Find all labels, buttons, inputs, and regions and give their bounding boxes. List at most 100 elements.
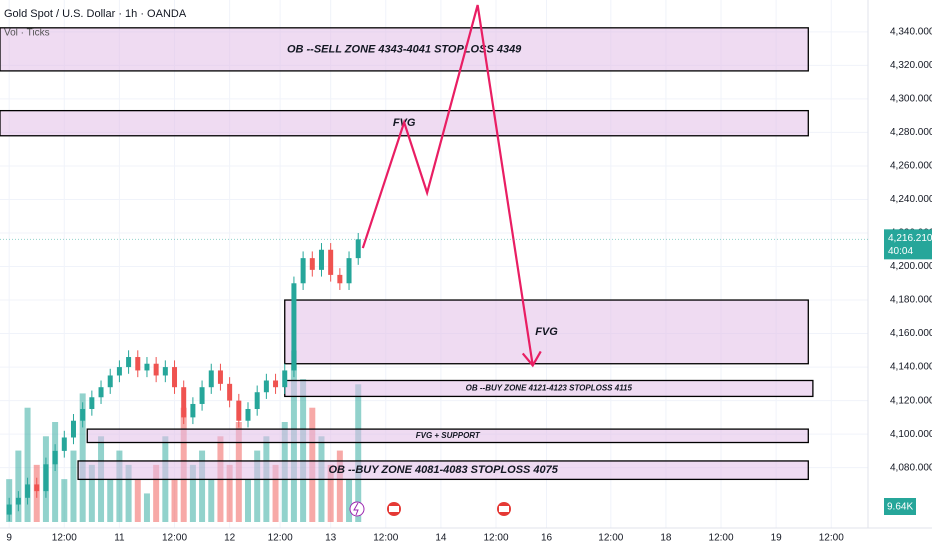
x-tick-label: 14 (435, 533, 447, 544)
zone-label: OB --BUY ZONE 4121-4123 STOPLOSS 4115 (466, 384, 633, 393)
x-tick-label: 12:00 (598, 533, 623, 544)
candle-body (309, 258, 315, 270)
zone-box (86, 428, 809, 444)
chart-title: Gold Spot / U.S. Dollar · 1h · OANDA (4, 8, 187, 20)
volume-bar (153, 464, 160, 522)
candle-body (70, 420, 76, 438)
volume-bar (300, 379, 307, 522)
candle-body (34, 484, 40, 492)
volume-bar (88, 464, 95, 522)
volume-bar (346, 479, 353, 522)
x-tick-label: 12:00 (162, 533, 187, 544)
zone-label: OB --BUY ZONE 4081-4083 STOPLOSS 4075 (328, 464, 558, 476)
volume-bar (208, 479, 215, 522)
volume-bar (254, 450, 261, 522)
volume-bar (15, 450, 22, 522)
x-tick-label: 13 (325, 533, 337, 544)
x-tick-label: 12:00 (709, 533, 734, 544)
volume-bar (336, 450, 343, 522)
y-tick-label: 4,260.000 (890, 161, 932, 172)
candle-body (254, 392, 260, 409)
volume-last-box (884, 498, 916, 515)
candle-body (318, 249, 324, 270)
projection-path (361, 4, 534, 366)
zone-box (77, 460, 809, 481)
candle-body (172, 367, 178, 388)
volume-bar (125, 464, 132, 522)
y-tick-label: 4,080.000 (890, 462, 932, 473)
volume-bar (52, 422, 59, 522)
volume-bar (79, 393, 86, 522)
candle-body (355, 239, 361, 259)
volume-bar (134, 479, 141, 522)
x-tick-label: 12:00 (483, 533, 508, 544)
volume-bar (327, 464, 334, 522)
volume-bar (61, 479, 68, 522)
event-icons (349, 501, 511, 517)
candle-body (144, 363, 150, 371)
y-tick-label: 4,160.000 (890, 328, 932, 339)
x-tick-label: 12:00 (819, 533, 844, 544)
candle-body (263, 380, 269, 393)
candle-body (291, 283, 297, 371)
candle-body (300, 258, 306, 284)
candle-body (190, 403, 196, 418)
projection-arrowhead (521, 350, 542, 368)
candle-body (25, 484, 31, 498)
candle-body (282, 370, 288, 388)
candle-body (199, 387, 205, 404)
volume-bar (107, 479, 114, 522)
x-tick-label: 16 (541, 533, 553, 544)
candle-body (116, 367, 122, 376)
x-tick-label: 12:00 (268, 533, 293, 544)
zone-label: OB --SELL ZONE 4343-4041 STOPLOSS 4349 (287, 43, 522, 55)
volume-bar (116, 450, 123, 522)
x-tick-label: 18 (660, 533, 672, 544)
candle-body (245, 408, 251, 421)
volume-bar (245, 479, 251, 522)
volume-bar (226, 464, 233, 522)
countdown-label: 40:04 (888, 246, 913, 257)
volume-bar (24, 407, 31, 522)
zone-box (284, 299, 809, 365)
volume-bar (355, 384, 362, 522)
candle-body (6, 504, 12, 515)
candle-body (107, 375, 113, 388)
zone-label: FVG + SUPPORT (416, 431, 481, 440)
candle-body (328, 249, 334, 275)
last-price-label: 4,216.210 (888, 233, 932, 244)
x-tick-label: 12 (224, 533, 236, 544)
y-tick-label: 4,340.000 (890, 26, 932, 37)
y-tick-label: 4,100.000 (890, 429, 932, 440)
last-price-box (884, 229, 932, 260)
x-tick-label: 11 (114, 533, 125, 544)
volume-bar (189, 464, 196, 522)
zone-box (0, 27, 809, 72)
y-tick-label: 4,320.000 (890, 60, 932, 71)
candle-body (80, 408, 86, 421)
candle-body (89, 397, 95, 409)
zone-label: FVG (535, 326, 558, 338)
y-tick-label: 4,240.000 (890, 194, 932, 205)
candle-body (227, 383, 233, 401)
y-tick-label: 4,280.000 (890, 127, 932, 138)
candle-body (43, 464, 49, 492)
volume-bar (272, 464, 279, 522)
candle-body (153, 363, 159, 376)
y-tick-label: 4,140.000 (890, 362, 932, 373)
candle-body (135, 357, 141, 371)
x-tick-label: 9 (6, 533, 12, 544)
candle-body (162, 367, 168, 376)
x-tick-label: 12:00 (373, 533, 398, 544)
candle-body (208, 370, 214, 388)
x-tick-label: 19 (771, 533, 783, 544)
candle-body (346, 258, 352, 284)
y-tick-label: 4,300.000 (890, 94, 932, 105)
volume-bar (171, 479, 178, 522)
x-tick-label: 12:00 (52, 533, 77, 544)
candle-body (98, 387, 104, 398)
chart-subtitle: Vol · Ticks (4, 28, 50, 39)
volume-last-label: 9.64K (887, 502, 913, 513)
